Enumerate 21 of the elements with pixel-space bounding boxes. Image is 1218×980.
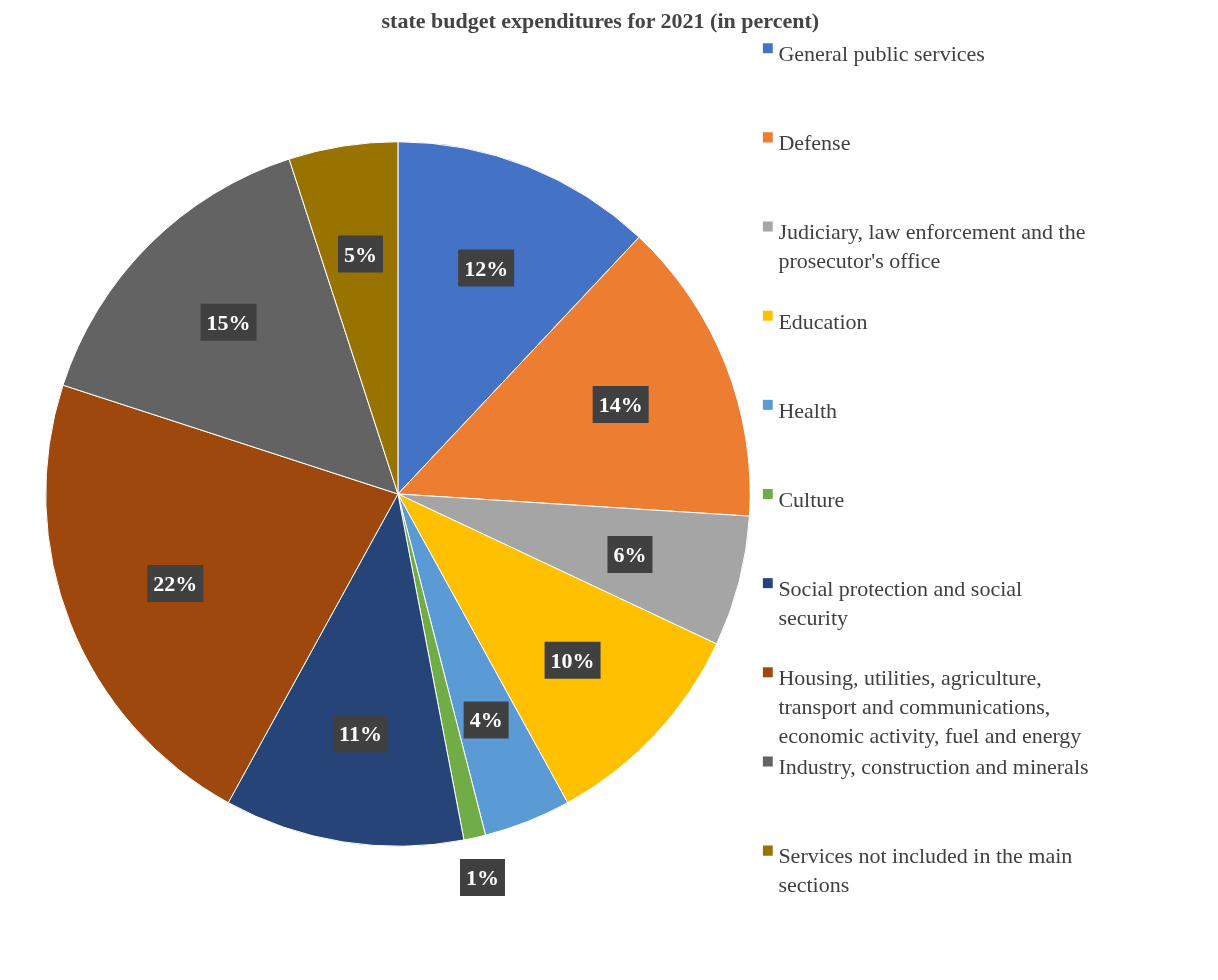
legend-label: General public services [778, 41, 985, 67]
data-label: 5% [343, 241, 377, 267]
chart-title: state budget expenditures for 2021 (in percent) [381, 7, 820, 33]
legend-label: Defense [778, 130, 851, 156]
legend-label: Culture [778, 486, 845, 512]
data-label: 15% [206, 309, 251, 335]
legend-label: Industry, construction and minerals [778, 754, 1089, 780]
data-label: 1% [465, 865, 499, 891]
data-label: 11% [339, 721, 382, 747]
legend-label: Judiciary, law enforcement and the prosecutor's office [778, 219, 1086, 274]
data-label: 10% [550, 647, 595, 673]
data-label: 12% [464, 255, 509, 281]
legend-label: Services not included in the main sections [778, 843, 1073, 898]
legend-label: Social protection and social security [778, 576, 1023, 630]
data-label: 22% [153, 570, 198, 596]
legend-label: Health [778, 397, 838, 423]
data-label: 6% [613, 541, 647, 567]
legend-label: Education [778, 308, 868, 334]
data-label: 14% [598, 392, 643, 418]
legend-label: Housing, utilities, agriculture, transport and communications, economic activity, fuel and energy [778, 665, 1082, 748]
data-label: 4% [469, 707, 503, 733]
